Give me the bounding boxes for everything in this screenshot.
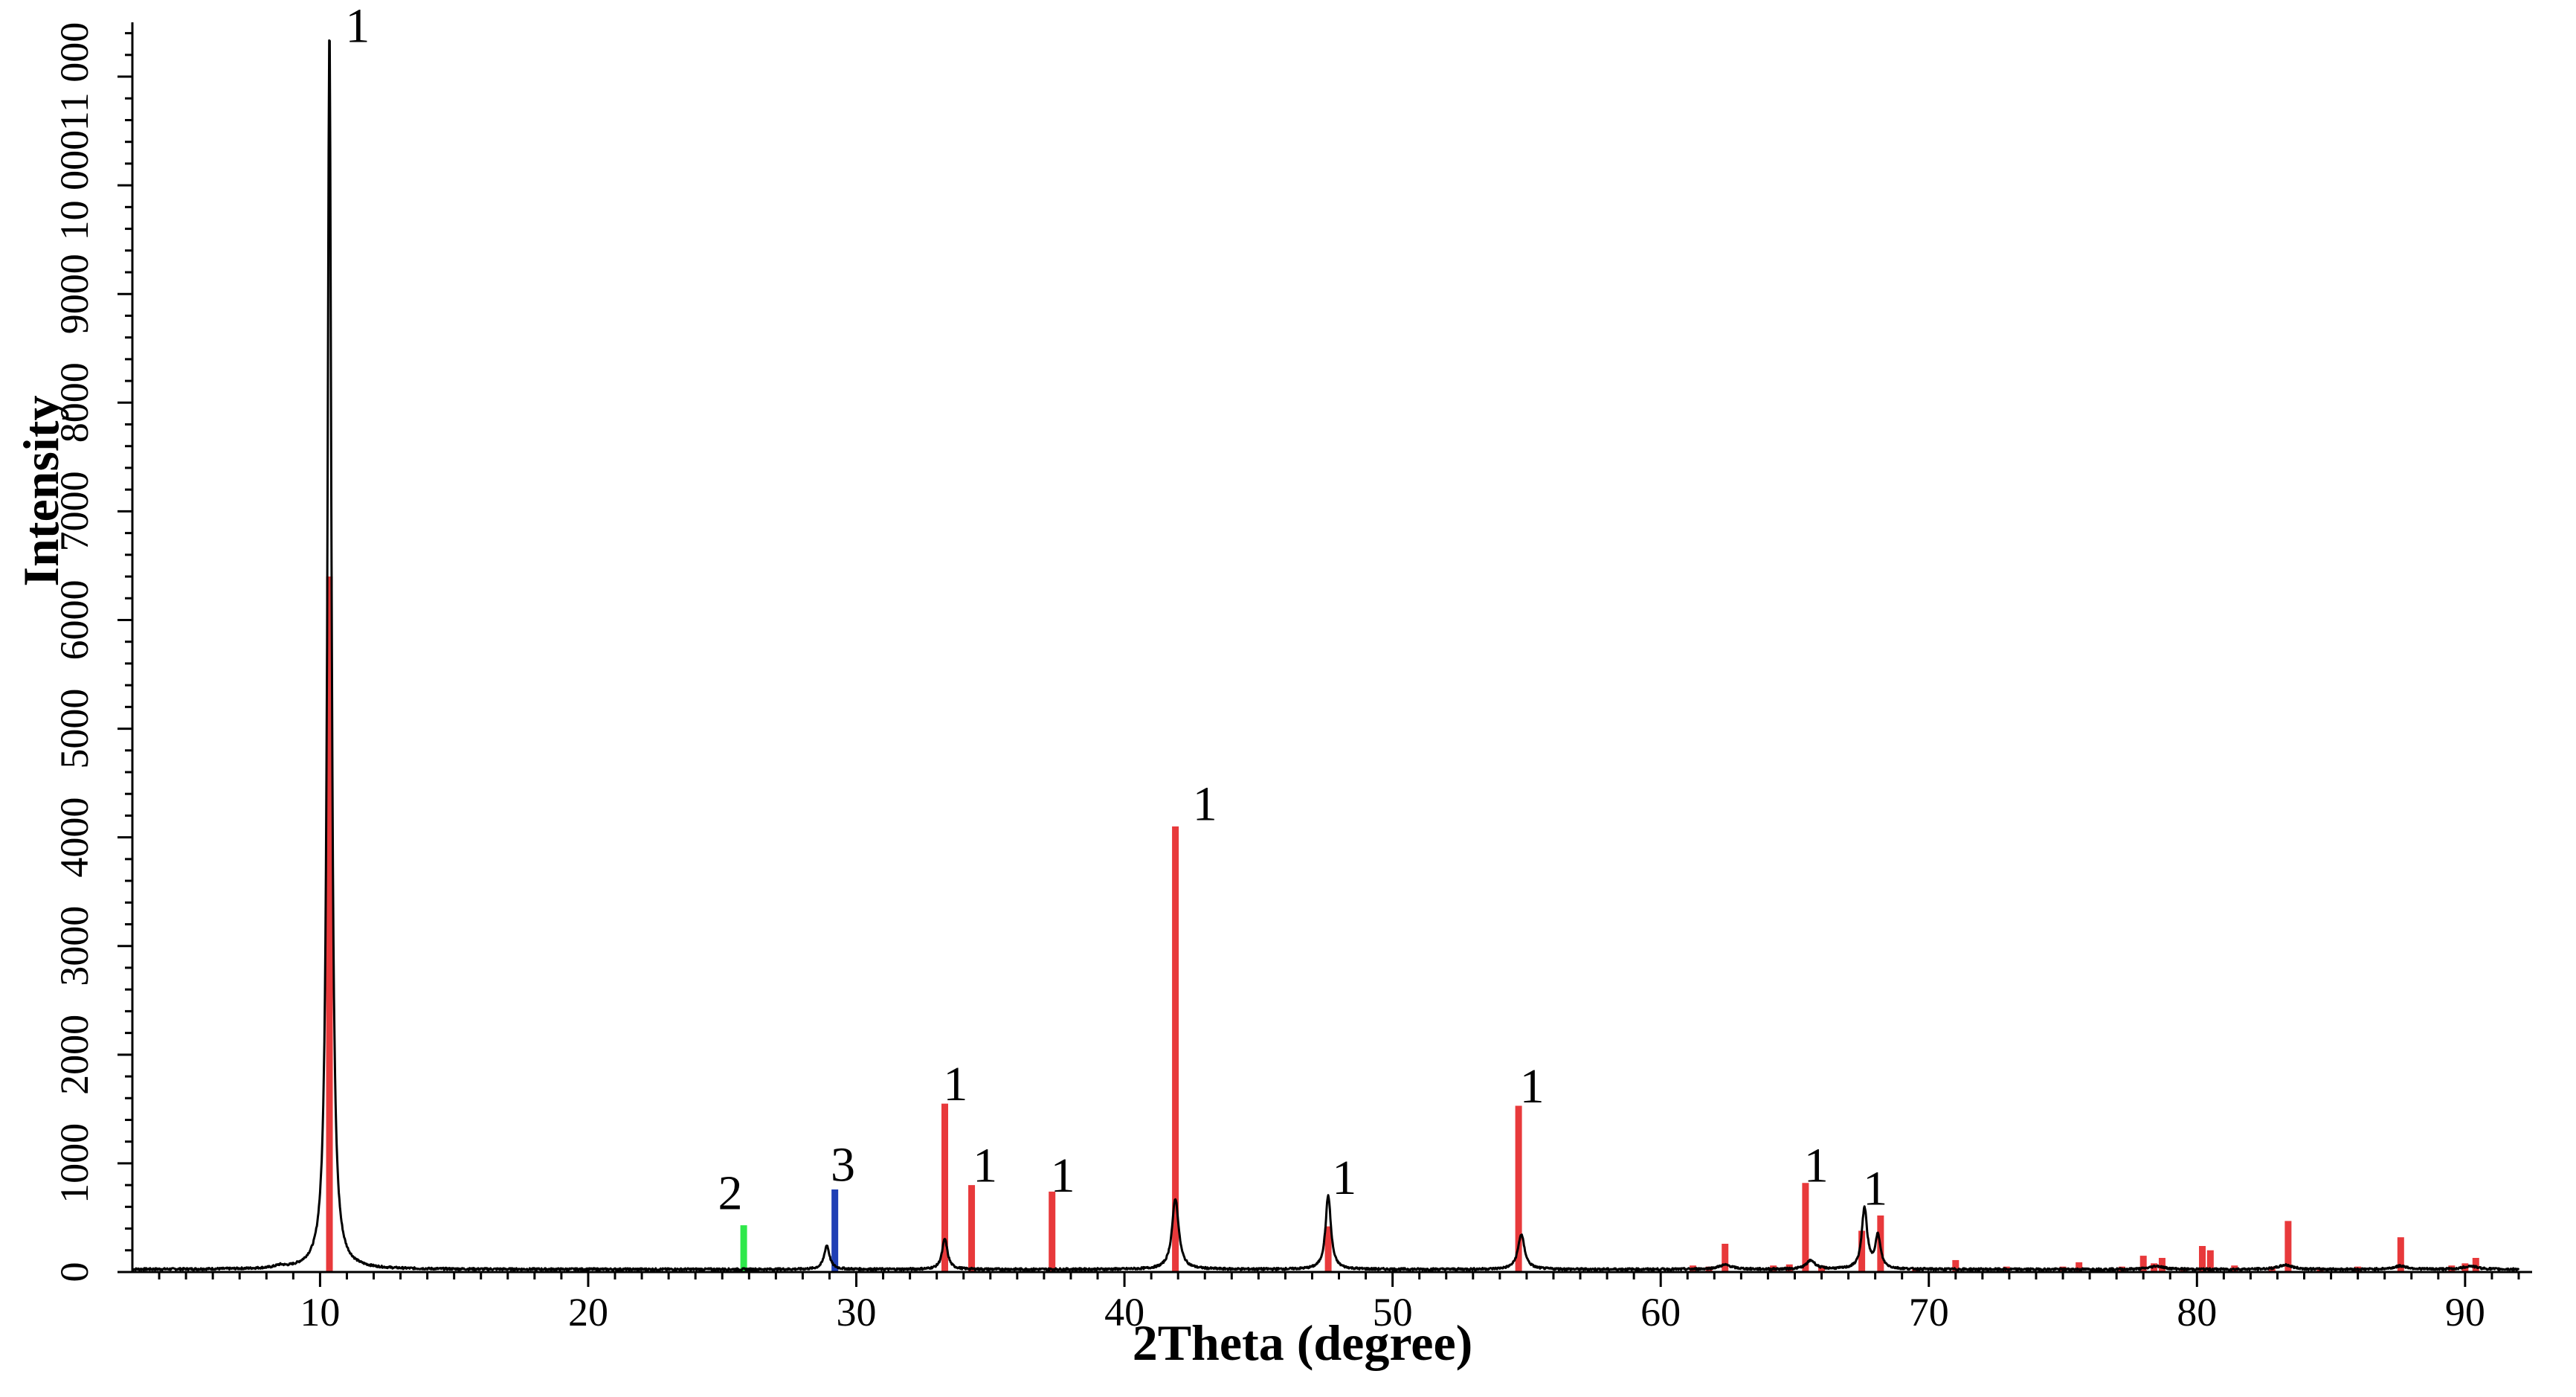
y-tick-label: 2000 (52, 1015, 97, 1095)
peak-annotation: 3 (831, 1137, 855, 1192)
x-tick-label: 60 (1640, 1290, 1681, 1335)
y-tick-label: 11 000 (52, 22, 97, 132)
peak-annotation: 1 (1193, 777, 1217, 831)
x-tick-label: 40 (1104, 1290, 1144, 1335)
x-tick-label: 80 (2177, 1290, 2217, 1335)
x-tick-label: 20 (568, 1290, 608, 1335)
peak-annotation: 1 (1332, 1151, 1356, 1205)
peak-annotation: 2 (718, 1166, 743, 1220)
y-tick-label: 7000 (52, 471, 97, 551)
y-axis-ticks: 0 1000 2000 3000 4000 5000 6000 7000 8000 9000 10 … (52, 22, 132, 1282)
peak-annotation: 1 (1804, 1139, 1829, 1193)
peak-annotation: 1 (1520, 1059, 1545, 1114)
x-axis-ticks: 10 20 30 40 50 60 70 80 90 (158, 1272, 2520, 1335)
x-tick-label: 10 (300, 1290, 340, 1335)
axes (131, 22, 2532, 1274)
y-tick-label: 0 (52, 1262, 97, 1282)
peak-annotation: 1 (345, 0, 370, 53)
x-tick-label: 30 (837, 1290, 877, 1335)
y-tick-label: 8000 (52, 362, 97, 443)
peak-annotation: 1 (1051, 1149, 1075, 1203)
x-tick-label: 50 (1373, 1290, 1413, 1335)
y-tick-label: 1000 (52, 1123, 97, 1204)
y-tick-label: 10 000 (52, 130, 97, 241)
y-tick-label: 6000 (52, 579, 97, 660)
y-tick-label: 5000 (52, 689, 97, 769)
reference-lines (326, 577, 2479, 1272)
y-axis-title: Intensity (13, 396, 69, 587)
y-tick-label: 9000 (52, 254, 97, 334)
peak-annotation: 1 (1863, 1161, 1887, 1215)
peak-annotation: 1 (973, 1139, 997, 1193)
x-tick-label: 90 (2445, 1290, 2485, 1335)
diffraction-pattern-line (132, 39, 2520, 1271)
y-tick-label: 3000 (52, 906, 97, 986)
y-tick-label: 4000 (52, 797, 97, 878)
peak-annotation: 1 (943, 1057, 967, 1111)
x-axis-title: 2Theta (degree) (1133, 1314, 1473, 1371)
x-tick-label: 70 (1909, 1290, 1949, 1335)
